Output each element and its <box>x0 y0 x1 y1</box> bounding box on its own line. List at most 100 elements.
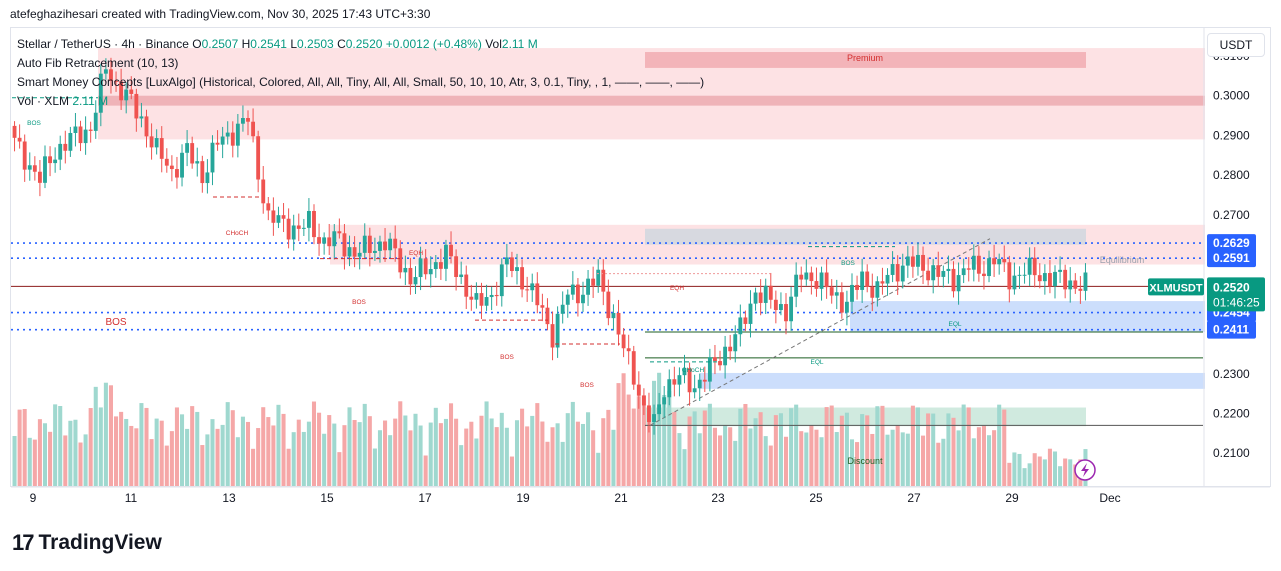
candle-body <box>611 312 616 319</box>
candle-body <box>175 169 179 178</box>
candle-body <box>682 368 687 376</box>
candle-body <box>636 384 641 396</box>
volume-bar <box>606 409 611 486</box>
symbol-title[interactable]: Stellar / TetherUS · 4h · Binance <box>17 37 189 51</box>
candle-body <box>733 334 738 352</box>
candle-body <box>200 161 205 184</box>
candle-body <box>982 273 986 277</box>
candle-body <box>525 289 530 291</box>
volume-bar <box>119 411 124 486</box>
candle-body <box>367 235 372 253</box>
candle-body <box>560 304 565 314</box>
candle-body <box>210 142 215 173</box>
volume-bar <box>687 416 692 486</box>
zone-label-premium: Premium <box>847 53 883 63</box>
high-value: 0.2541 <box>250 37 287 51</box>
tradingview-logo[interactable]: 17 TradingView <box>12 530 162 556</box>
candle-body <box>169 165 174 170</box>
candle-body <box>98 73 103 113</box>
candle-body <box>291 225 296 240</box>
candle-body <box>256 136 261 180</box>
last-price-tag <box>1207 277 1265 312</box>
indicator-volume-value: 2.11 M <box>72 94 109 108</box>
volume-bar <box>93 386 98 486</box>
candle-body <box>743 317 748 324</box>
volume-bar <box>58 405 63 486</box>
candle-body <box>667 379 672 398</box>
candle-body <box>312 210 316 238</box>
volume-bar <box>164 445 169 486</box>
candle-body <box>804 272 809 280</box>
volume-bar <box>936 442 941 486</box>
candle-body <box>829 287 834 296</box>
candle-body <box>535 283 540 306</box>
candle-body <box>900 265 905 282</box>
chart-caption: atefeghazihesari created with TradingVie… <box>10 7 431 21</box>
indicator-smc[interactable]: Smart Money Concepts [LuxAlgo] (Historic… <box>17 75 705 89</box>
volume-bar <box>509 456 514 486</box>
candle-body <box>819 272 824 289</box>
volume-bar <box>855 442 860 486</box>
open-value: 0.2507 <box>201 37 239 51</box>
structure-label: EQH <box>409 250 423 257</box>
candle-body <box>241 118 245 124</box>
volume-bar <box>220 424 225 486</box>
candle-body <box>510 257 514 272</box>
candle-body <box>433 262 438 270</box>
volume-bar <box>245 421 251 486</box>
candle-body <box>870 286 875 298</box>
candle-body <box>362 235 367 253</box>
candle-body <box>88 129 93 131</box>
volume-bar <box>824 407 829 486</box>
candle-body <box>1037 275 1042 282</box>
volume-bar <box>37 419 42 486</box>
price-tick-label: 0.2800 <box>1213 168 1250 182</box>
time-tick-label: 17 <box>418 491 432 505</box>
indicator-fib[interactable]: Auto Fib Retracement (10, 13) <box>17 56 179 70</box>
time-tick-label: Dec <box>1099 491 1120 505</box>
lightning-icon[interactable] <box>1074 459 1096 481</box>
candle-body <box>403 267 408 273</box>
candle-body <box>1017 274 1022 276</box>
volume-bar <box>1073 464 1078 486</box>
candle-body <box>78 126 83 144</box>
candle-body <box>570 284 575 295</box>
candle-body <box>489 294 494 298</box>
volume-bar <box>992 430 997 486</box>
candle-body <box>1073 280 1078 289</box>
volume-bar <box>438 423 443 486</box>
candle-body <box>93 112 98 131</box>
candle-body <box>616 312 621 335</box>
candle-body <box>139 116 144 119</box>
volume-bar <box>926 413 931 486</box>
volume-bar <box>773 415 778 486</box>
structure-labels: Premium Equilibrium Discount BOS CHoCH EQH EQH… <box>12 53 1144 466</box>
candle-body <box>905 256 910 266</box>
candle-body <box>261 179 266 204</box>
candle-body <box>1022 274 1027 276</box>
low-value: 0.2503 <box>297 37 334 51</box>
volume-bar <box>68 420 73 486</box>
candle-body <box>469 296 474 300</box>
volume-bar <box>692 411 697 486</box>
candle-body <box>596 269 601 286</box>
volume-bar <box>179 414 185 486</box>
candle-body <box>718 361 722 366</box>
candle-body <box>677 375 682 385</box>
volume-bar <box>540 421 545 486</box>
volume-bar <box>1042 459 1047 486</box>
volume-bar <box>834 432 839 486</box>
level-tag <box>1207 320 1256 339</box>
indicator-volume[interactable]: Vol · XLM 2.11 M <box>17 92 704 111</box>
candle-body <box>763 285 768 303</box>
volume-bar <box>433 407 438 486</box>
candle-body <box>976 255 981 274</box>
currency-button[interactable]: USDT <box>1207 33 1265 57</box>
volume-bar <box>347 407 352 486</box>
lightning-icon-bolt <box>1081 463 1089 477</box>
candle-body <box>266 203 271 211</box>
candle-body <box>931 265 936 281</box>
volume-bar <box>83 434 88 486</box>
volume-bar <box>885 434 890 486</box>
